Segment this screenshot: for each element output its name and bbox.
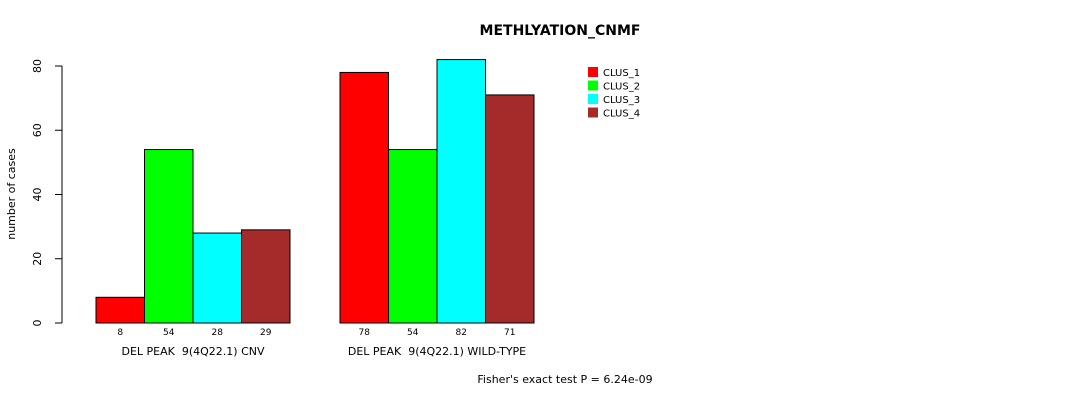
group-label-2: DEL PEAK 9(4Q22.1) WILD-TYPE <box>348 345 526 358</box>
legend-label-clus-1: CLUS_1 <box>603 68 640 79</box>
bar-clus-4-group-2 <box>485 94 535 324</box>
legend: CLUS_1 CLUS_2 CLUS_3 CLUS_4 <box>588 67 640 120</box>
y-tick-label: 40 <box>31 188 44 202</box>
legend-swatch-clus-4 <box>588 107 598 118</box>
legend-label-clus-3: CLUS_3 <box>603 95 640 106</box>
y-axis: 0 20 40 60 80 <box>31 59 63 327</box>
legend-swatch-clus-1 <box>588 67 598 77</box>
chart-title: METHLYATION_CNMF <box>480 23 641 39</box>
bar-clus-2-group-2 <box>388 149 438 324</box>
bar-clus-3-group-2 <box>436 59 486 324</box>
y-axis-label: number of cases <box>5 148 18 240</box>
bar-clus-3-group-1 <box>192 232 242 324</box>
legend-swatch-clus-3 <box>588 94 598 104</box>
bar-count-label: 8 <box>117 328 123 338</box>
bar-count-label: 28 <box>212 328 224 338</box>
bar-count-label: 82 <box>456 328 467 338</box>
bar-count-label: 54 <box>163 328 175 338</box>
y-tick-label: 60 <box>31 123 44 137</box>
group-label-1: DEL PEAK 9(4Q22.1) CNV <box>121 345 264 358</box>
bar-count-label: 78 <box>359 328 371 338</box>
y-tick-label: 20 <box>31 252 44 266</box>
y-tick-label: 80 <box>31 59 44 73</box>
bar-count-label: 54 <box>407 328 419 338</box>
y-tick-label: 0 <box>31 320 44 327</box>
bar-clus-1-group-1 <box>95 296 145 324</box>
legend-label-clus-4: CLUS_4 <box>603 109 640 120</box>
bar-clus-2-group-1 <box>144 149 194 324</box>
bar-clus-4-group-1 <box>241 229 291 324</box>
bar-count-label: 29 <box>260 328 272 338</box>
bars <box>95 59 535 324</box>
legend-label-clus-2: CLUS_2 <box>603 82 640 93</box>
legend-swatch-clus-2 <box>588 80 598 91</box>
fisher-test-text: Fisher's exact test P = 6.24e-09 <box>477 373 652 386</box>
bar-clus-1-group-2 <box>339 71 389 324</box>
group-labels: DEL PEAK 9(4Q22.1) CNV DEL PEAK 9(4Q22.1)… <box>121 345 526 358</box>
bar-count-label: 71 <box>504 328 515 338</box>
count-labels: 8 54 28 29 78 54 82 71 <box>117 328 515 338</box>
